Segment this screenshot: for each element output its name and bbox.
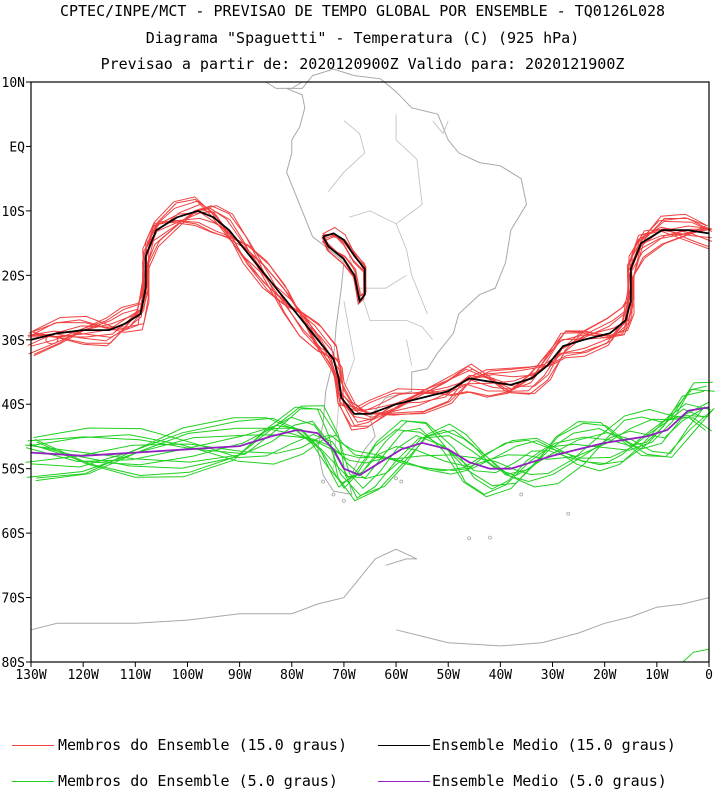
member-5-line-9 [34,401,710,498]
legend-label-members-5: Membros do Ensemble (5.0 graus) [58,772,338,790]
lon-tick-label: 110W [120,668,151,683]
member-5-line-4 [33,414,709,488]
lon-tick-label: 70W [332,668,356,683]
lon-tick-label: 90W [228,668,252,683]
spaghetti-map: 10N EQ 10S 20S 30S 40S 50S 60S 70S 80S 130W 120W 11… [2,68,715,683]
island-2 [342,498,346,503]
coastline-3 [395,597,710,647]
island-8 [488,535,492,540]
border-6 [333,301,355,469]
coastline-1 [187,81,303,89]
latitude-axis: 10N EQ 10S 20S 30S 40S 50S 60S 70S 80S [2,76,31,671]
mean-series-2 [30,406,710,477]
member-5-line-5 [36,406,715,490]
member-15-line-13 [29,205,711,418]
member-15-line-14 [33,203,708,427]
border-2 [348,210,428,315]
island-1 [331,492,336,497]
border-7 [432,120,449,135]
legend-swatch-members-15 [12,745,54,746]
lat-tick-label: 80S [2,656,25,671]
lat-tick-label: 30S [2,334,25,349]
border-3 [348,255,407,289]
lon-tick-label: 40W [489,668,513,683]
coastline-layer [30,68,710,647]
border-0 [327,120,366,192]
island-3 [394,476,398,481]
member-15-line-12 [27,221,713,415]
member-15-line-2 [28,205,712,421]
island-6 [566,511,571,516]
member-5-corner [682,648,710,663]
longitude-axis: 130W 120W 110W 100W 90W 80W 70W 60W 50W 40W 30W 20W… [15,662,713,683]
lat-tick-label: 50S [2,463,25,478]
title-line-3: Previsao a partir de: 2020120900Z Valido… [100,55,625,73]
member-5-line-11 [30,408,712,476]
member-5-line-12 [25,406,706,502]
island-4 [399,479,404,484]
lon-tick-label: 50W [436,668,460,683]
lat-tick-label: 40S [2,398,25,413]
lon-tick-label: 80W [280,668,304,683]
title-line-1: CPTEC/INPE/MCT - PREVISAO DE TEMPO GLOBA… [59,2,666,20]
lon-tick-label: 60W [384,668,408,683]
lat-tick-label: EQ [9,140,25,155]
member-15-line-3 [28,200,713,423]
border-1 [395,114,423,225]
lon-tick-label: 10W [645,668,669,683]
legend-swatch-mean-15 [378,745,430,746]
member-15-blob [45,335,59,345]
lat-tick-label: 20S [2,269,25,284]
member-5-line-10 [36,388,715,479]
ensemble-members-layer [25,196,715,663]
lon-tick-label: 30W [541,668,565,683]
lon-tick-label: 0 [705,668,713,683]
lat-tick-label: 60S [2,527,25,542]
island-0 [321,479,325,484]
member-15-line-4 [32,212,709,412]
legend-swatch-mean-5 [378,781,430,782]
member-5-line-3 [26,408,704,478]
legend-label-mean-5: Ensemble Medio (5.0 graus) [432,772,667,790]
lon-tick-label: 20W [593,668,617,683]
mean-series-0 [30,209,710,415]
coastline-2 [30,548,418,631]
legend-swatch-members-5 [12,781,54,782]
legend-label-members-15: Membros do Ensemble (15.0 graus) [58,736,347,754]
ensemble-mean-layer [30,209,710,477]
member-5-line-2 [25,385,707,490]
lon-tick-label: 120W [67,668,98,683]
lon-tick-label: 130W [15,668,46,683]
member-15-line-11 [30,198,709,411]
lat-tick-label: 10N [2,76,25,91]
border-4 [359,288,433,341]
lat-tick-label: 10S [2,205,25,220]
island-7 [467,536,471,541]
mean-series-1 [322,232,366,304]
member-5-line-6 [31,381,713,490]
member-5-line-13 [28,390,705,495]
island-5 [519,492,524,497]
member-5-line-14 [35,403,711,482]
map-frame [30,81,710,663]
lat-tick-label: 70S [2,592,25,607]
title-line-2: Diagrama "Spaguetti" - Temperatura (C) (… [145,29,580,47]
legend-label-mean-15: Ensemble Medio (15.0 graus) [432,736,676,754]
border-5 [406,339,413,366]
lon-tick-label: 100W [172,668,203,683]
